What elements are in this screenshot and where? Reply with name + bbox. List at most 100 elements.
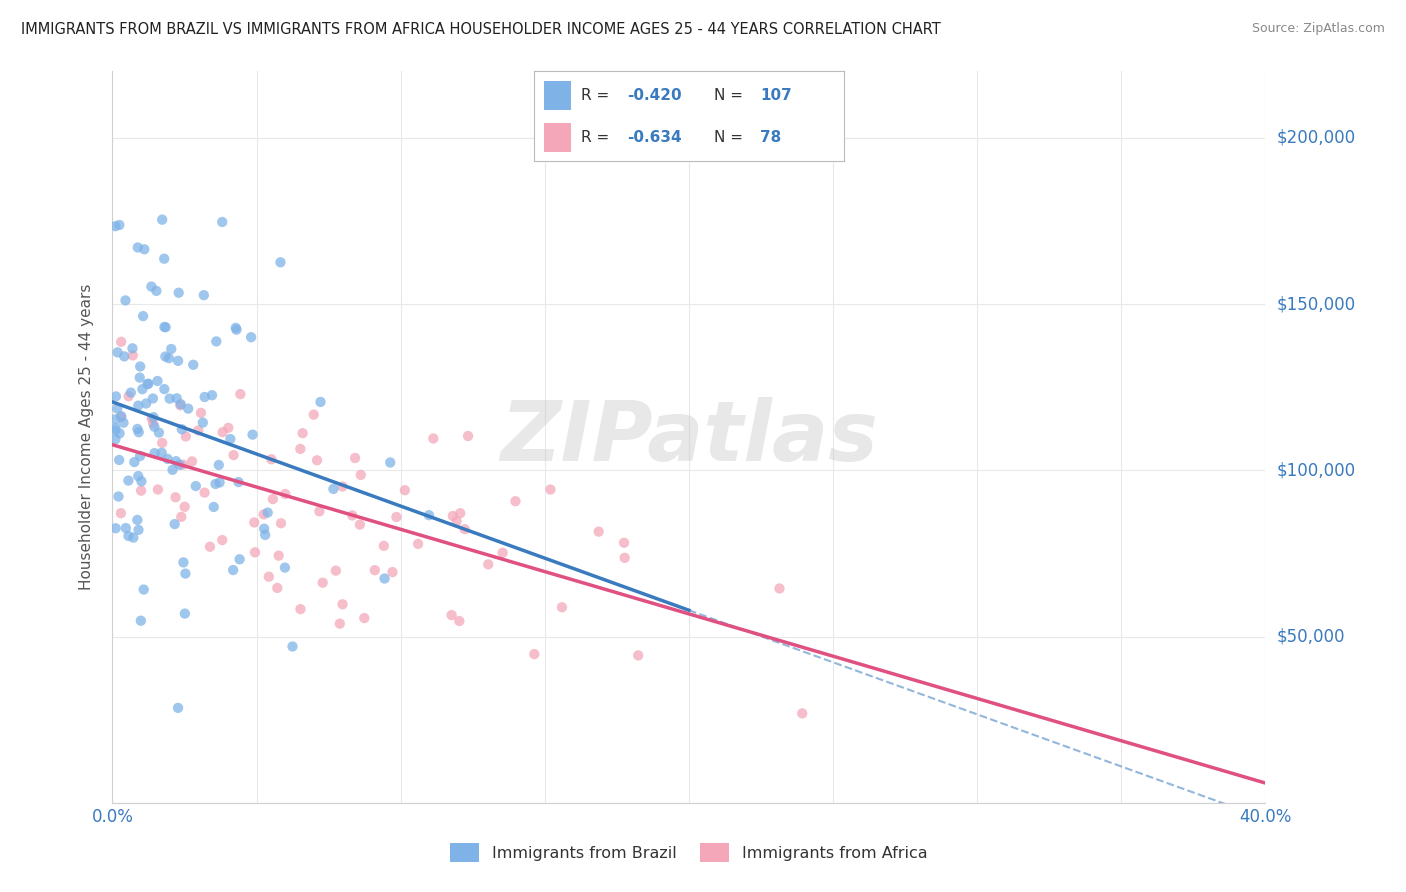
Point — [281, 640, 304, 654]
Point — [193, 288, 215, 302]
Point — [257, 570, 280, 584]
Point — [312, 575, 335, 590]
Point — [141, 279, 163, 293]
Point — [538, 483, 561, 497]
Point — [129, 614, 152, 628]
Point — [129, 449, 152, 463]
Point — [505, 494, 527, 508]
Point — [385, 510, 408, 524]
Point — [170, 509, 193, 524]
Point — [332, 479, 354, 493]
Point — [477, 558, 499, 572]
Point — [138, 376, 160, 391]
Point — [194, 390, 217, 404]
Point — [122, 531, 145, 545]
Point — [211, 215, 233, 229]
Point — [225, 321, 247, 335]
Point — [374, 572, 396, 586]
Point — [132, 582, 155, 597]
Point — [381, 565, 404, 579]
Point — [332, 597, 354, 611]
Point — [135, 396, 157, 410]
Point — [153, 252, 176, 266]
Point — [170, 422, 193, 436]
Point — [222, 563, 245, 577]
Text: N =: N = — [714, 130, 748, 145]
Point — [190, 406, 212, 420]
Point — [342, 508, 364, 523]
Point — [127, 513, 149, 527]
Point — [167, 701, 190, 715]
Point — [350, 467, 373, 482]
Point — [136, 377, 159, 392]
Point — [229, 387, 252, 401]
Point — [174, 566, 197, 581]
Point — [104, 423, 127, 437]
Point — [114, 293, 136, 308]
Point — [105, 401, 128, 416]
Point — [165, 454, 187, 468]
Point — [169, 458, 191, 472]
Point — [174, 429, 197, 443]
Text: Source: ZipAtlas.com: Source: ZipAtlas.com — [1251, 22, 1385, 36]
Point — [491, 546, 513, 560]
Point — [201, 388, 224, 402]
Point — [104, 432, 127, 446]
Point — [394, 483, 416, 498]
Point — [270, 516, 292, 531]
Point — [181, 454, 204, 468]
Point — [457, 429, 479, 443]
Point — [290, 602, 312, 616]
Point — [173, 500, 195, 514]
Point — [240, 330, 263, 344]
Point — [205, 334, 228, 349]
Point — [177, 401, 200, 416]
Point — [322, 482, 344, 496]
Point — [187, 424, 209, 438]
Point — [104, 412, 127, 426]
Point — [449, 614, 471, 628]
Point — [110, 410, 132, 425]
Point — [169, 398, 191, 412]
Point — [613, 535, 636, 549]
Point — [150, 212, 173, 227]
Point — [114, 521, 136, 535]
Point — [143, 446, 166, 460]
Point — [170, 397, 193, 411]
Point — [112, 350, 135, 364]
Point — [290, 442, 312, 456]
Point — [127, 399, 149, 413]
Point — [309, 395, 332, 409]
Bar — [544, 123, 571, 152]
Point — [256, 506, 278, 520]
Point — [162, 463, 184, 477]
Point — [302, 408, 325, 422]
Point — [344, 450, 367, 465]
Point — [211, 425, 233, 440]
Point — [768, 582, 790, 596]
Point — [124, 455, 146, 469]
Point — [120, 385, 142, 400]
Text: $50,000: $50,000 — [1277, 628, 1346, 646]
Point — [243, 545, 266, 559]
Point — [127, 240, 149, 254]
Text: $100,000: $100,000 — [1277, 461, 1355, 479]
Point — [364, 563, 387, 577]
Point — [184, 479, 207, 493]
Point — [551, 600, 574, 615]
Point — [104, 521, 127, 535]
Point — [422, 432, 444, 446]
Point — [128, 425, 150, 440]
Text: -0.420: -0.420 — [627, 88, 682, 103]
Point — [127, 422, 149, 436]
Point — [523, 647, 546, 661]
Point — [588, 524, 610, 539]
Point — [308, 504, 330, 518]
Point — [107, 490, 129, 504]
Point — [181, 358, 204, 372]
Point — [128, 523, 150, 537]
Bar — [544, 81, 571, 110]
Point — [217, 421, 239, 435]
Point — [142, 410, 165, 425]
Text: R =: R = — [581, 130, 614, 145]
